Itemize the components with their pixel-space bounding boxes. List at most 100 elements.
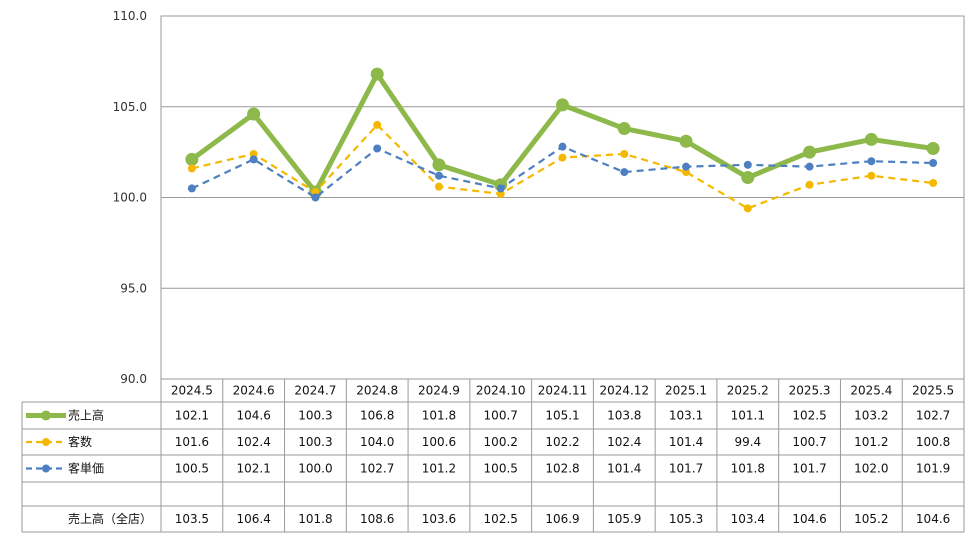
data-label: 100.5 xyxy=(484,462,518,476)
data-label: 101.2 xyxy=(854,435,888,449)
x-tick-label: 2025.3 xyxy=(789,384,831,398)
table-cell-value: 101.8 xyxy=(298,512,332,526)
x-tick-label: 2024.5 xyxy=(171,384,213,398)
x-tick-label: 2025.2 xyxy=(727,384,769,398)
table-cell-value: 104.6 xyxy=(916,512,950,526)
data-label: 100.3 xyxy=(298,409,332,423)
x-tick-label: 2024.12 xyxy=(599,384,649,398)
data-point xyxy=(373,144,382,153)
legend-entry: 売上高 xyxy=(68,408,104,423)
data-point xyxy=(311,193,320,202)
table-cell-value: 102.5 xyxy=(484,512,518,526)
data-label: 102.4 xyxy=(607,435,641,449)
y-tick-label: 105.0 xyxy=(113,100,147,114)
data-label: 102.1 xyxy=(236,462,270,476)
data-label: 100.2 xyxy=(484,435,518,449)
data-label: 101.7 xyxy=(792,462,826,476)
data-point xyxy=(187,184,196,193)
data-label: 102.1 xyxy=(175,409,209,423)
data-point xyxy=(926,141,940,155)
data-label: 101.8 xyxy=(731,462,765,476)
table-cell-value: 108.6 xyxy=(360,512,394,526)
x-tick-label: 2024.9 xyxy=(418,384,460,398)
x-tick-label: 2025.4 xyxy=(850,384,892,398)
data-point xyxy=(929,178,938,187)
data-label: 101.4 xyxy=(607,462,641,476)
data-point xyxy=(682,162,691,171)
data-point xyxy=(558,142,567,151)
x-tick-label: 2024.6 xyxy=(233,384,275,398)
data-point xyxy=(929,159,938,168)
data-point xyxy=(249,155,258,164)
data-label: 101.9 xyxy=(916,462,950,476)
data-label: 101.2 xyxy=(422,462,456,476)
x-tick-label: 2025.1 xyxy=(665,384,707,398)
data-label: 100.7 xyxy=(484,409,518,423)
data-point xyxy=(496,184,505,193)
series-2 xyxy=(187,142,938,202)
legend-key-marker xyxy=(42,438,50,446)
data-point xyxy=(867,157,876,166)
data-label: 102.7 xyxy=(360,462,394,476)
data-label: 102.4 xyxy=(236,435,270,449)
data-point xyxy=(620,149,629,158)
data-label: 106.8 xyxy=(360,409,394,423)
table-cell-value: 104.6 xyxy=(792,512,826,526)
data-label: 103.2 xyxy=(854,409,888,423)
data-point xyxy=(185,152,199,166)
data-point xyxy=(867,171,876,180)
legend-entry: 客数 xyxy=(68,434,92,449)
data-point xyxy=(558,153,567,162)
series-0 xyxy=(185,67,940,199)
table-row-label: 売上高（全店） xyxy=(68,511,152,526)
data-point xyxy=(864,132,878,146)
y-tick-label: 110.0 xyxy=(113,9,147,23)
data-label: 102.0 xyxy=(854,462,888,476)
x-tick-label: 2024.8 xyxy=(356,384,398,398)
data-label: 105.1 xyxy=(545,409,579,423)
y-tick-label: 90.0 xyxy=(120,372,147,386)
data-label: 104.6 xyxy=(236,409,270,423)
data-label: 103.1 xyxy=(669,409,703,423)
legend-entry: 客単価 xyxy=(68,461,104,476)
data-label: 99.4 xyxy=(734,435,761,449)
data-point xyxy=(556,98,569,112)
table-cell-value: 103.6 xyxy=(422,512,456,526)
data-label: 102.7 xyxy=(916,409,950,423)
data-label: 104.0 xyxy=(360,435,394,449)
data-point xyxy=(432,158,446,172)
data-point xyxy=(743,204,752,213)
x-tick-label: 2025.5 xyxy=(912,384,954,398)
data-table: 2024.5 2024.6 2024.7 2024.8 2024.9 2024.10 202… xyxy=(21,379,965,533)
table-cell-value: 105.9 xyxy=(607,512,641,526)
data-point xyxy=(805,180,814,189)
y-tick-label: 95.0 xyxy=(120,281,147,295)
data-label: 101.6 xyxy=(175,435,209,449)
data-point xyxy=(679,134,693,148)
data-label: 102.8 xyxy=(545,462,579,476)
data-label: 102.2 xyxy=(545,435,579,449)
series-line xyxy=(190,71,934,195)
data-point xyxy=(434,182,443,191)
data-label: 101.7 xyxy=(669,462,703,476)
data-label: 100.3 xyxy=(298,435,332,449)
table-cell-value: 105.2 xyxy=(854,512,888,526)
data-point xyxy=(247,107,261,121)
data-point xyxy=(803,145,817,159)
table-cell-value: 105.3 xyxy=(669,512,703,526)
data-point xyxy=(741,171,755,185)
y-tick-label: 100.0 xyxy=(113,191,147,205)
data-point xyxy=(187,164,196,173)
data-label: 100.7 xyxy=(792,435,826,449)
x-tick-label: 2024.7 xyxy=(294,384,336,398)
data-point xyxy=(373,120,382,129)
data-point xyxy=(370,67,384,81)
data-point xyxy=(805,162,814,171)
x-tick-label: 2024.10 xyxy=(476,384,526,398)
data-label: 100.6 xyxy=(422,435,456,449)
data-label: 100.5 xyxy=(175,462,209,476)
legend-key-marker xyxy=(42,464,50,473)
data-label: 101.4 xyxy=(669,435,703,449)
data-label: 102.5 xyxy=(792,409,826,423)
legend-key-marker xyxy=(41,410,51,421)
